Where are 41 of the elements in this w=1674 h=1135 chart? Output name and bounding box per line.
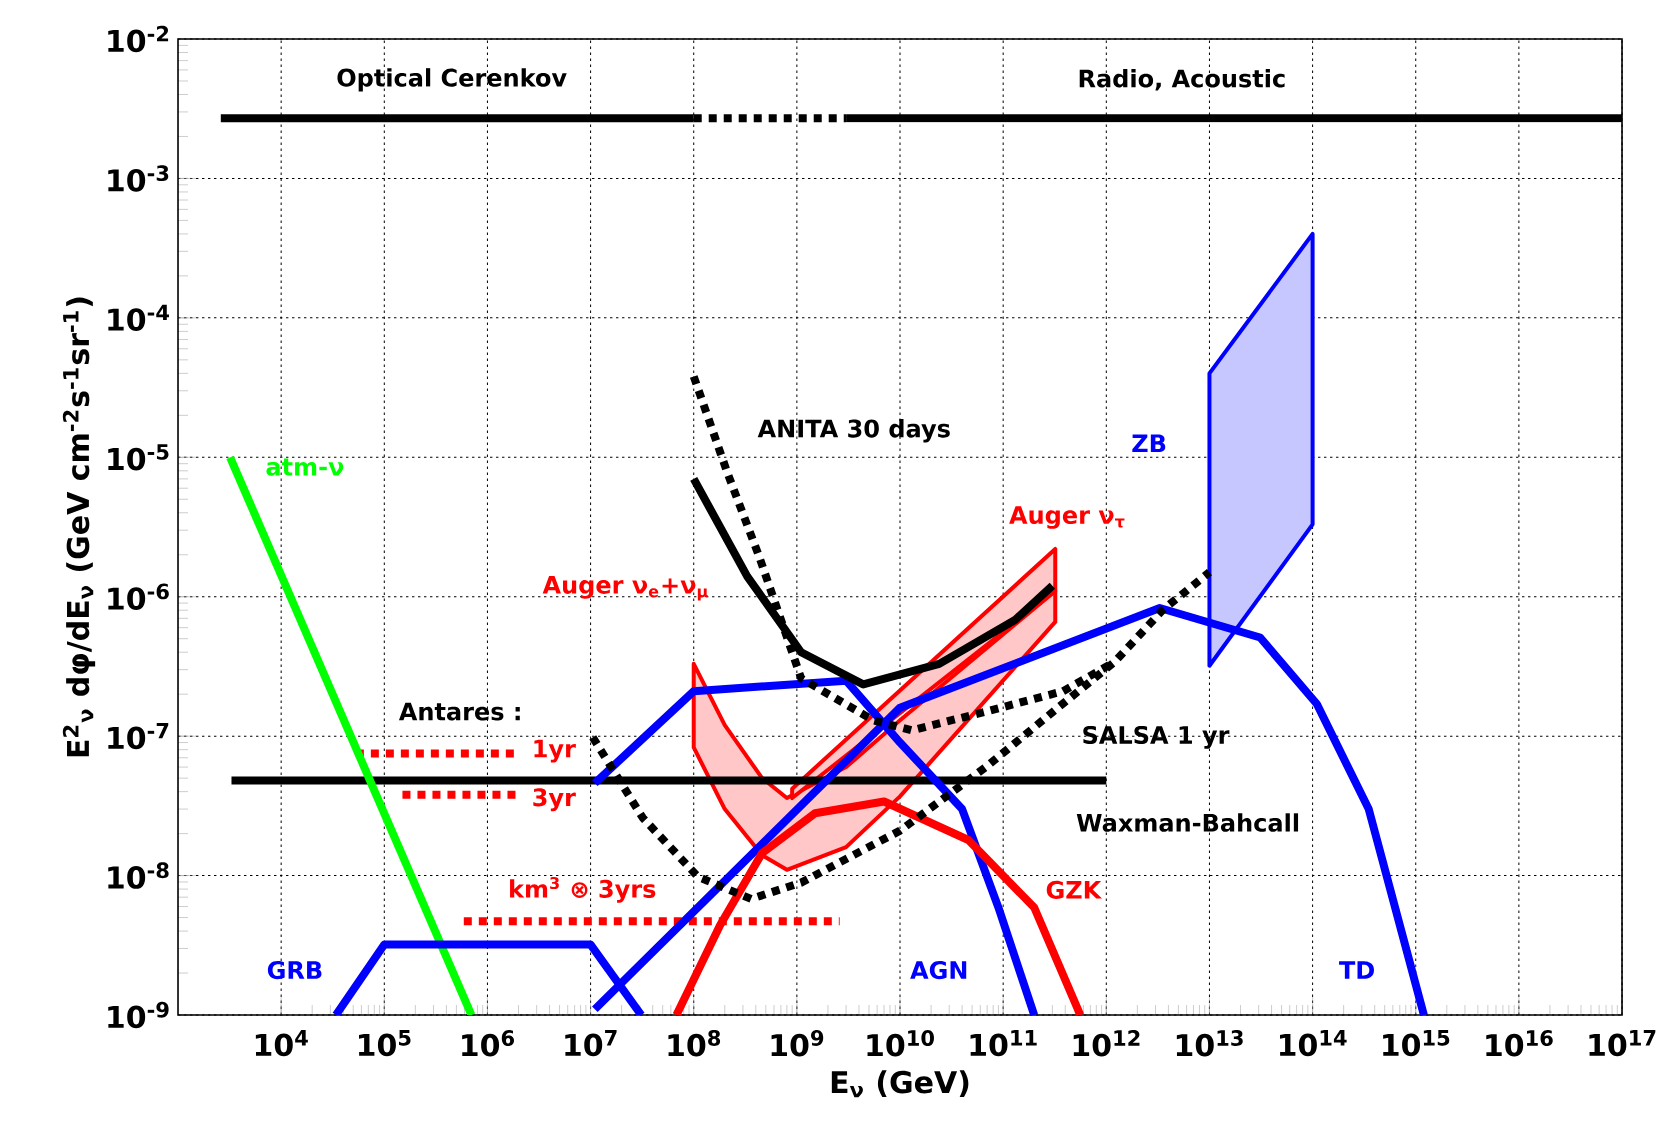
series-label: TD — [1339, 961, 1374, 979]
legend-label: ZB — [1132, 434, 1166, 453]
x-tick-label: 10$^{5}$ — [359, 1030, 411, 1057]
series-label: 1yr — [534, 739, 576, 763]
series-label: Waxman-Bahcall — [1076, 813, 1299, 832]
annotation: Antares : — [398, 702, 520, 721]
x-tick-label: 10$^{17}$ — [1589, 1030, 1656, 1057]
x-tick-label: 10$^{10}$ — [867, 1030, 934, 1057]
x-tick-label: 10$^{8}$ — [668, 1030, 721, 1057]
x-tick-label: 10$^{6}$ — [462, 1030, 514, 1057]
text: E$^{2}$$_{ν}$ dφ/dE$_{ν}$ (GeV cm$^{-2}$s$^{-1}$sr$^{-1}$) — [62, 297, 96, 757]
series-label: AGN — [910, 961, 967, 980]
series-label: GZK — [1046, 880, 1102, 899]
series-label: Radio, Acoustic — [1079, 68, 1285, 91]
series-label: SALSA 1 yr — [1083, 725, 1230, 749]
x-tick-label: 10$^{11}$ — [970, 1030, 1037, 1057]
y-tick-label: 10$^{-6}$ — [108, 583, 169, 610]
x-axis-title: E$_{ν}$ (GeV) — [831, 1070, 969, 1098]
legend-label: Auger ν$_{τ}$ — [1009, 506, 1125, 529]
y-tick-label: 10$^{-8}$ — [108, 862, 169, 889]
x-tick-label: 10$^{4}$ — [255, 1030, 308, 1057]
x-tick-label: 10$^{16}$ — [1486, 1030, 1553, 1057]
series-label: Optical Cerenkov — [337, 68, 567, 92]
y-tick-label: 10$^{-3}$ — [108, 165, 169, 192]
series-label: km$^{3}$ ⊗ 3yrs — [510, 876, 656, 903]
x-tick-label: 10$^{14}$ — [1279, 1030, 1347, 1057]
series-label: GRB — [267, 961, 322, 980]
x-tick-label: 10$^{13}$ — [1176, 1030, 1243, 1057]
x-tick-label: 10$^{7}$ — [565, 1030, 617, 1057]
y-tick-label: 10$^{-5}$ — [108, 444, 169, 471]
x-tick-label: 10$^{15}$ — [1383, 1030, 1450, 1057]
y-tick-label: 10$^{-9}$ — [108, 1001, 169, 1029]
series-label: 3yr — [533, 788, 576, 812]
series-label: ANITA 30 days — [757, 419, 950, 443]
y-tick-label: 10$^{-2}$ — [108, 25, 169, 53]
legend-label: Auger ν$_{e}$+ν$_{μ}$ — [542, 576, 708, 601]
x-tick-label: 10$^{12}$ — [1073, 1030, 1140, 1057]
y-tick-label: 10$^{-7}$ — [108, 723, 169, 750]
x-tick-label: 10$^{9}$ — [771, 1030, 824, 1057]
y-tick-label: 10$^{-4}$ — [108, 304, 169, 331]
series-label: atm-ν — [266, 458, 344, 476]
